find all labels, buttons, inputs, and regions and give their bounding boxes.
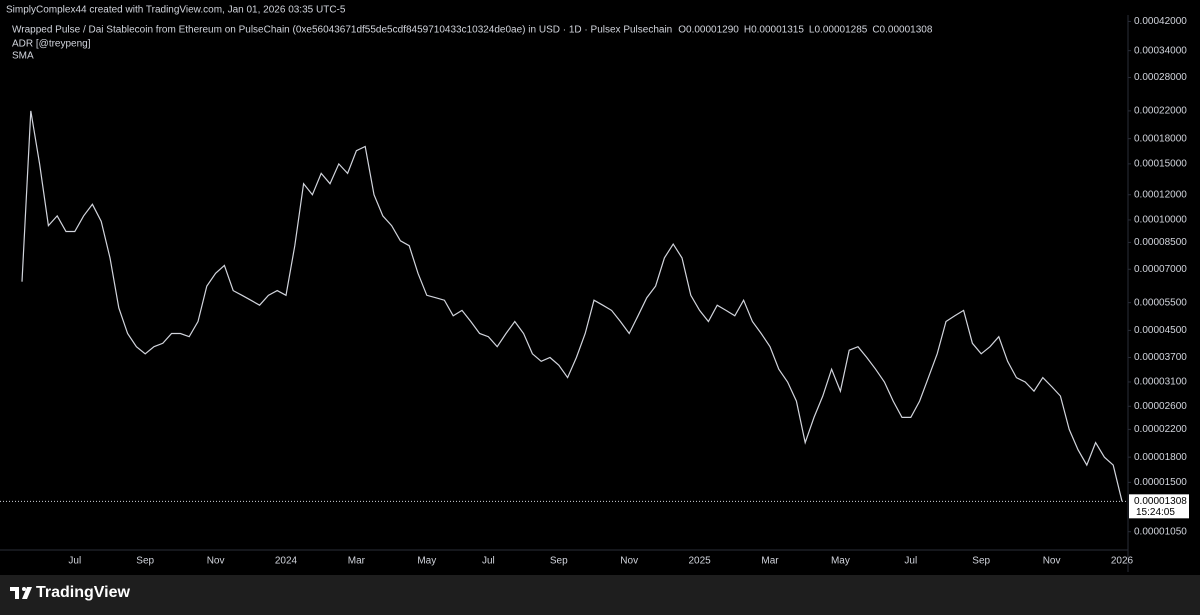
y-tick-label: 0.00001050 xyxy=(1134,526,1187,537)
ohlc-value: O0.00001290 xyxy=(678,25,739,36)
x-tick-label: 2025 xyxy=(688,556,711,567)
y-tick-label: 0.00015000 xyxy=(1134,159,1187,170)
chart-background xyxy=(0,0,1200,575)
x-tick-label: Sep xyxy=(972,556,990,567)
y-tick-label: 0.00001500 xyxy=(1134,477,1187,488)
y-tick-label: 0.00012000 xyxy=(1134,189,1187,200)
y-tick-label: 0.00008500 xyxy=(1134,237,1187,248)
y-tick-label: 0.00002600 xyxy=(1134,401,1187,412)
y-tick-label: 0.00004500 xyxy=(1134,325,1187,336)
y-tick-label: 0.00003700 xyxy=(1134,352,1187,363)
y-tick-label: 0.00028000 xyxy=(1134,72,1187,83)
y-tick-label: 0.00022000 xyxy=(1134,106,1187,117)
x-tick-label: Mar xyxy=(761,556,779,567)
x-tick-label: May xyxy=(831,556,850,567)
x-tick-label: Nov xyxy=(1043,556,1061,567)
indicator-label: SMA xyxy=(12,51,34,62)
x-tick-label: May xyxy=(417,556,436,567)
y-tick-label: 0.00002200 xyxy=(1134,424,1187,435)
y-tick-label: 0.00034000 xyxy=(1134,45,1187,56)
y-tick-label: 0.00005500 xyxy=(1134,297,1187,308)
x-tick-label: Mar xyxy=(348,556,366,567)
x-tick-label: Jul xyxy=(68,556,81,567)
x-tick-label: Jul xyxy=(482,556,495,567)
ohlc-value: L0.00001285 xyxy=(809,25,868,36)
x-tick-label: Sep xyxy=(136,556,154,567)
symbol-title: Wrapped Pulse / Dai Stablecoin from Ethe… xyxy=(12,25,672,36)
y-tick-label: 0.00001800 xyxy=(1134,452,1187,463)
indicator-label: ADR [@treypeng] xyxy=(12,39,91,50)
x-tick-label: Jul xyxy=(904,556,917,567)
last-price-box xyxy=(1129,494,1189,519)
x-tick-label: Sep xyxy=(550,556,568,567)
last-price-label: 0.00001308 xyxy=(1134,496,1187,507)
brand: TradingView xyxy=(36,584,131,601)
x-tick-label: Nov xyxy=(207,556,225,567)
y-tick-label: 0.00007000 xyxy=(1134,264,1187,275)
y-tick-label: 0.00003100 xyxy=(1134,377,1187,388)
tradingview-logo xyxy=(10,587,32,599)
ohlc-value: C0.00001308 xyxy=(872,25,932,36)
x-tick-label: 2024 xyxy=(275,556,298,567)
price-line xyxy=(21,110,1123,502)
y-tick-label: 0.00010000 xyxy=(1134,215,1187,226)
footer-bar xyxy=(0,575,1200,615)
x-tick-label: 2026 xyxy=(1111,556,1134,567)
ohlc-value: H0.00001315 xyxy=(744,25,804,36)
y-tick-label: 0.00018000 xyxy=(1134,133,1187,144)
credit: SimplyComplex44 created with TradingView… xyxy=(6,5,346,16)
countdown: 15:24:05 xyxy=(1136,507,1175,518)
y-tick-label: 0.00042000 xyxy=(1134,16,1187,27)
x-tick-label: Nov xyxy=(620,556,638,567)
